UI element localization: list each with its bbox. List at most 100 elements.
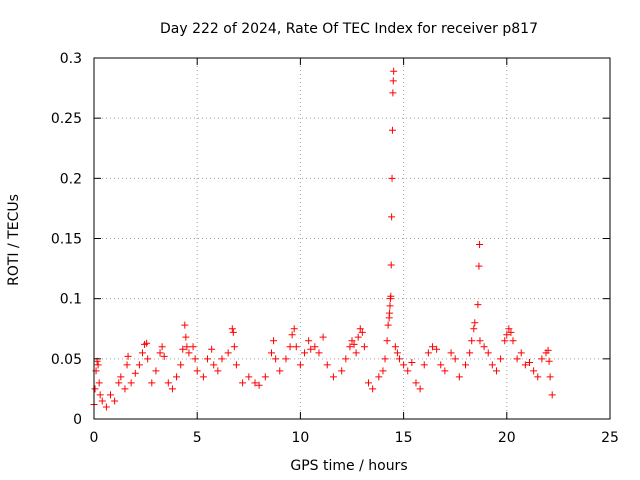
data-point [135, 361, 143, 369]
data-point [177, 361, 185, 369]
data-point [484, 349, 492, 357]
y-axis-label: ROTI / TECUs [6, 194, 22, 286]
y-tick-labels: 0 0.05 0.1 0.15 0.2 0.25 0.3 [51, 51, 82, 428]
data-point [404, 367, 412, 375]
y-tick-label: 0.2 [60, 171, 82, 187]
data-point [311, 343, 319, 351]
data-point [232, 361, 240, 369]
data-point [466, 349, 474, 357]
data-point [182, 333, 190, 341]
data-point [179, 345, 187, 353]
y-tick-label: 0.25 [51, 111, 82, 127]
x-tick-labels: 0 5 10 15 20 25 [90, 430, 619, 446]
data-point [117, 373, 125, 381]
data-point [239, 379, 247, 387]
data-point [229, 328, 237, 336]
data-point [538, 355, 546, 363]
data-point [358, 328, 366, 336]
data-point [546, 373, 554, 381]
data-point [503, 331, 511, 339]
data-point [433, 345, 441, 353]
data-point [251, 379, 259, 387]
data-point [513, 355, 521, 363]
data-point [255, 381, 263, 389]
data-point [148, 379, 156, 387]
data-point [342, 355, 350, 363]
data-point [346, 343, 354, 351]
data-point [181, 321, 189, 329]
data-point [208, 345, 216, 353]
data-point [348, 337, 356, 345]
data-point [139, 349, 147, 357]
data-point [268, 349, 276, 357]
data-point [121, 385, 129, 393]
data-point [389, 89, 397, 97]
data-point [164, 379, 172, 387]
data-point [476, 337, 484, 345]
data-point [389, 77, 397, 85]
data-point [530, 367, 538, 375]
data-point [301, 349, 309, 357]
axis-ticks [93, 57, 611, 420]
data-point [501, 337, 509, 345]
data-point [156, 349, 164, 357]
data-point [282, 355, 290, 363]
data-point [199, 373, 207, 381]
data-point [323, 361, 331, 369]
data-point [470, 325, 478, 333]
data-point [428, 343, 436, 351]
data-point [507, 328, 515, 336]
data-point [408, 358, 416, 366]
data-point [230, 343, 238, 351]
data-point [292, 343, 300, 351]
data-point [91, 385, 99, 393]
data-point [545, 357, 553, 365]
data-point [94, 361, 102, 369]
data-point [509, 337, 517, 345]
data-point [521, 361, 529, 369]
data-point [462, 361, 470, 369]
data-point [476, 241, 484, 249]
data-point [191, 355, 199, 363]
data-point [393, 349, 401, 357]
data-point [386, 302, 394, 310]
data-point [307, 345, 315, 353]
data-point [296, 361, 304, 369]
data-point [143, 339, 151, 347]
data-point [480, 343, 488, 351]
data-point [390, 67, 398, 75]
data-point [189, 343, 197, 351]
data-point [305, 337, 313, 345]
data-point [365, 379, 373, 387]
data-point [185, 349, 193, 357]
data-point [131, 369, 139, 377]
data-point [451, 355, 459, 363]
data-point [111, 397, 119, 405]
data-point [400, 361, 408, 369]
data-point [261, 373, 269, 381]
data-point [228, 325, 236, 333]
data-point [388, 126, 396, 134]
data-point [505, 325, 513, 333]
data-point [183, 343, 191, 351]
data-point [173, 373, 181, 381]
data-point [98, 397, 106, 405]
data-point [115, 379, 123, 387]
data-point [288, 331, 296, 339]
data-point [391, 343, 399, 351]
plot-frame [93, 57, 611, 420]
data-point [193, 367, 201, 375]
data-point [455, 373, 463, 381]
data-point [534, 373, 542, 381]
data-point [420, 361, 428, 369]
data-point [412, 379, 420, 387]
data-point [96, 391, 104, 399]
data-point [387, 292, 395, 300]
data-point [272, 355, 280, 363]
data-point [168, 385, 176, 393]
data-point [424, 349, 432, 357]
y-tick-label: 0.1 [60, 292, 82, 308]
data-point [375, 373, 383, 381]
x-tick-label: 25 [601, 430, 619, 446]
